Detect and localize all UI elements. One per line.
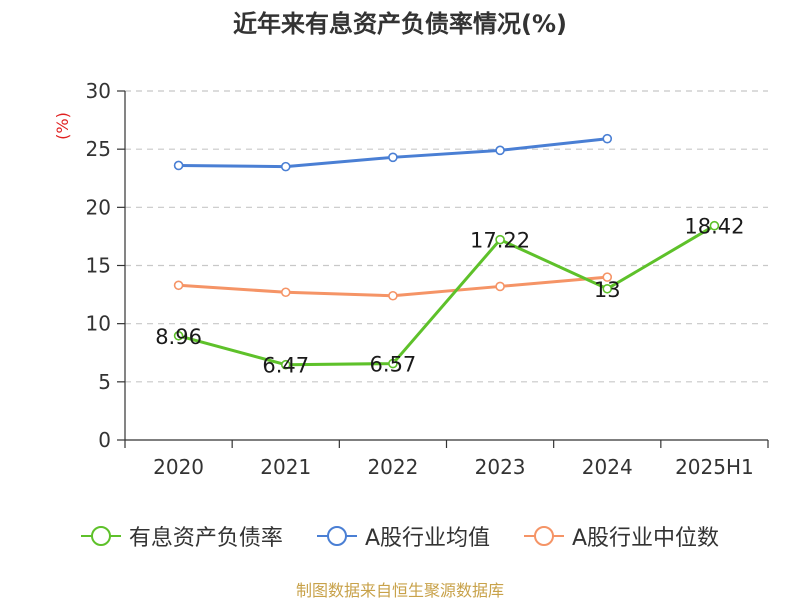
data-point-series-1 bbox=[495, 145, 505, 156]
data-label: 17.22 bbox=[470, 229, 530, 253]
series-line-0 bbox=[178, 224, 716, 367]
data-label: 18.42 bbox=[684, 215, 744, 239]
chart-title: 近年来有息资产负债率情况(%) bbox=[233, 10, 567, 38]
data-point-series-0 bbox=[388, 358, 398, 369]
y-tick-label: 20 bbox=[86, 195, 111, 219]
data-point-series-2 bbox=[602, 272, 613, 282]
y-axis-unit: (%) bbox=[53, 112, 72, 140]
legend-item-series-1[interactable]: A股行业均值 bbox=[316, 520, 490, 552]
data-point-series-0 bbox=[173, 330, 184, 341]
legend-label-series-0: 有息资产负债率 bbox=[128, 526, 283, 551]
data-label: 6.47 bbox=[262, 354, 309, 378]
legend-marker-series-1 bbox=[316, 526, 357, 546]
legend-marker-series-2 bbox=[524, 526, 564, 546]
data-point-series-0 bbox=[709, 220, 720, 231]
x-tick-label: 2022 bbox=[367, 455, 418, 479]
x-tick-label: 2024 bbox=[582, 455, 633, 479]
legend-label-series-1: A股行业均值 bbox=[364, 526, 490, 551]
y-tick-label: 25 bbox=[86, 137, 111, 161]
x-tick-label: 2020 bbox=[153, 455, 204, 479]
x-tick-label: 2025H1 bbox=[675, 455, 754, 479]
data-point-series-2 bbox=[388, 290, 398, 301]
data-point-series-1 bbox=[602, 133, 613, 144]
y-tick-label: 5 bbox=[98, 370, 111, 394]
x-tick-label: 2023 bbox=[475, 455, 526, 479]
data-point-series-2 bbox=[173, 280, 184, 291]
legend-circle-series-0 bbox=[90, 526, 111, 546]
data-point-series-2 bbox=[280, 287, 291, 298]
y-tick-label: 0 bbox=[98, 428, 111, 452]
legend: 有息资产负债率 A股行业均值 A股行业中位数 bbox=[0, 519, 800, 553]
data-point-series-0 bbox=[280, 359, 291, 370]
data-point-series-1 bbox=[388, 152, 398, 163]
legend-circle-series-2 bbox=[534, 526, 554, 546]
series-lines bbox=[173, 133, 720, 370]
grid-lines bbox=[125, 90, 768, 383]
legend-item-series-0[interactable]: 有息资产负债率 bbox=[80, 520, 283, 552]
legend-circle-series-1 bbox=[326, 526, 347, 546]
data-point-series-1 bbox=[173, 160, 184, 171]
source-note: 制图数据来自恒生聚源数据库 bbox=[295, 581, 504, 600]
y-tick-label: 10 bbox=[86, 312, 111, 336]
data-labels: 8.96 6.47 6.57 17.22 13 18.42 bbox=[155, 215, 744, 378]
legend-item-series-2[interactable]: A股行业中位数 bbox=[524, 520, 719, 552]
data-point-series-0 bbox=[495, 234, 505, 245]
data-label: 6.57 bbox=[370, 353, 417, 377]
data-point-series-0 bbox=[602, 283, 613, 294]
y-tick-label: 30 bbox=[86, 79, 111, 103]
x-tick-label: 2021 bbox=[260, 455, 311, 479]
data-label: 8.96 bbox=[155, 325, 202, 349]
y-tick-label: 15 bbox=[86, 254, 111, 278]
data-label: 13 bbox=[594, 278, 621, 302]
data-point-series-2 bbox=[495, 281, 505, 292]
axes: 0 5 10 15 20 25 30 2020 2021 2022 2023 2024 2025H1 (%… bbox=[53, 79, 769, 479]
data-point-series-1 bbox=[280, 161, 291, 172]
legend-label-series-2: A股行业中位数 bbox=[572, 526, 720, 551]
legend-marker-series-0 bbox=[80, 526, 121, 546]
